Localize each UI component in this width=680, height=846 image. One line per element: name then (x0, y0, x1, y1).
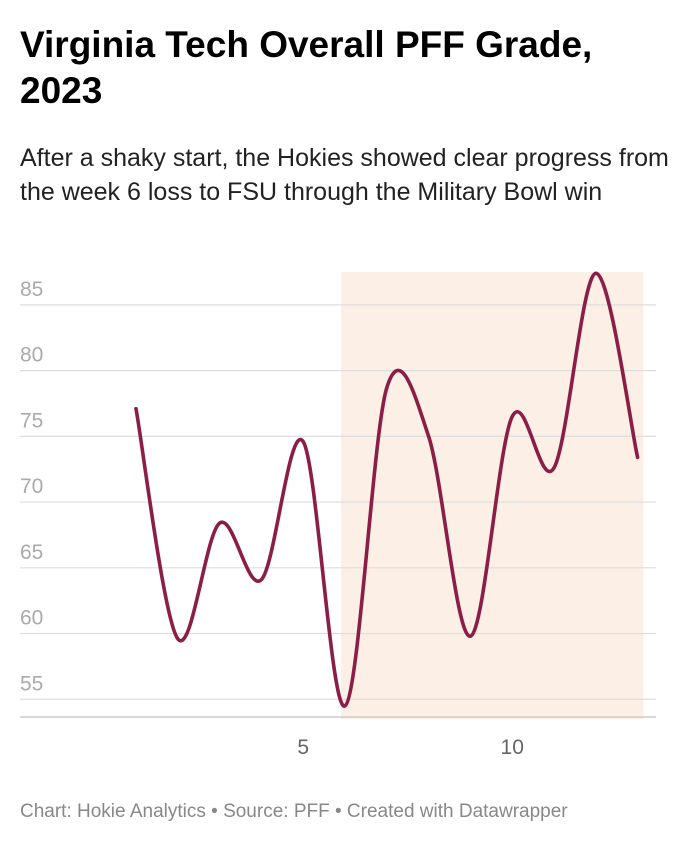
y-tick-label-65: 65 (20, 541, 43, 564)
y-tick-label-55: 55 (20, 672, 43, 695)
x-tick-label-5: 5 (297, 736, 309, 759)
y-tick-label-80: 80 (20, 344, 43, 367)
x-tick-label-10: 10 (501, 736, 524, 759)
chart-footer: Chart: Hokie Analytics • Source: PFF • C… (20, 801, 568, 822)
y-tick-label-75: 75 (20, 409, 43, 432)
series-line-0 (134, 271, 640, 708)
y-tick-label-85: 85 (20, 278, 43, 301)
line-chart: 55 60 65 70 75 80 85 5 10 (20, 271, 656, 759)
y-tick-label-70: 70 (20, 475, 43, 498)
chart-title: Virginia Tech Overall PFF Grade, 2023 (20, 24, 593, 111)
highlight-region (341, 272, 644, 719)
chart-subtitle: After a shaky start, the Hokies showed c… (20, 144, 669, 206)
y-tick-label-60: 60 (20, 607, 43, 630)
